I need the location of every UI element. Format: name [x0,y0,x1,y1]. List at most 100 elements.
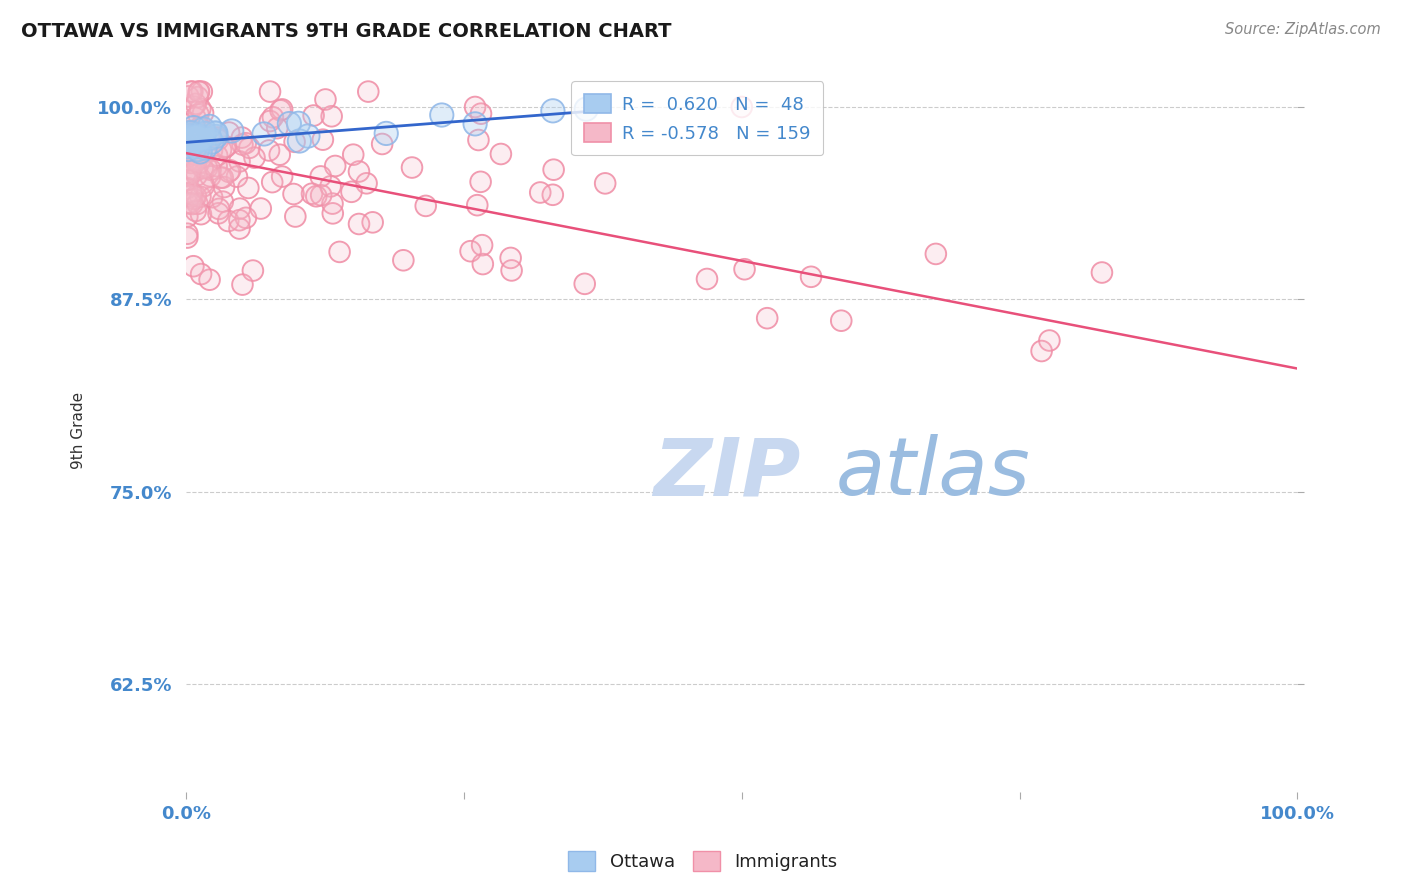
Point [329,244,352,259]
Point [238,181,260,195]
Point [238,141,260,155]
Text: Source: ZipAtlas.com: Source: ZipAtlas.com [1225,22,1381,37]
Point [253,127,276,141]
Point [321,109,343,123]
Text: ZIP: ZIP [652,434,800,512]
Point [181,197,204,211]
Point [340,185,363,199]
Point [259,85,281,99]
Point [734,262,756,277]
Point [191,161,214,175]
Point [176,128,198,143]
Point [176,169,198,183]
Point [278,117,301,131]
Point [925,247,948,261]
Point [205,159,228,173]
Point [184,134,207,148]
Point [188,155,211,169]
Point [229,202,252,216]
Point [214,140,236,154]
Point [201,135,224,149]
Point [465,198,488,212]
Point [696,272,718,286]
Point [471,257,494,271]
Point [371,136,394,151]
Point [489,147,512,161]
Point [231,137,253,152]
Point [198,273,221,287]
Point [188,120,211,135]
Point [176,136,198,150]
Point [193,126,215,140]
Point [734,262,756,277]
Point [212,180,235,194]
Point [188,145,211,159]
Point [184,139,207,153]
Point [188,145,211,159]
Point [184,148,207,162]
Point [321,196,343,211]
Point [193,179,215,194]
Point [193,179,215,194]
Point [529,186,551,200]
Point [180,126,202,140]
Point [183,99,205,113]
Point [464,117,486,131]
Point [177,153,200,168]
Point [271,169,294,184]
Point [800,269,823,284]
Point [205,130,228,145]
Point [176,136,198,150]
Point [288,134,311,148]
Point [800,269,823,284]
Point [288,134,311,148]
Point [184,154,207,169]
Point [217,214,239,228]
Point [201,135,224,149]
Point [309,188,332,202]
Point [177,173,200,187]
Point [200,169,222,184]
Point [181,136,204,151]
Point [183,153,205,167]
Point [183,145,205,159]
Point [193,122,215,136]
Point [731,100,754,114]
Point [177,153,200,168]
Point [238,141,260,155]
Point [392,253,415,268]
Point [186,169,208,183]
Point [177,124,200,138]
Point [271,169,294,184]
Point [176,210,198,224]
Point [177,143,200,157]
Point [271,103,294,117]
Point [181,130,204,145]
Point [249,202,271,216]
Point [184,164,207,178]
Point [243,151,266,165]
Point [198,120,221,134]
Point [179,196,201,211]
Point [177,117,200,131]
Point [181,131,204,145]
Point [309,188,332,202]
Point [198,273,221,287]
Point [301,186,323,201]
Point [179,128,201,143]
Point [190,145,212,159]
Point [297,128,319,143]
Point [471,257,494,271]
Point [1038,334,1060,348]
Point [235,211,257,225]
Point [278,117,301,131]
Point [190,207,212,221]
Point [211,170,233,185]
Point [198,120,221,134]
Point [180,85,202,99]
Point [179,168,201,182]
Point [193,122,215,136]
Point [205,148,228,162]
Point [361,215,384,229]
Point [347,217,370,231]
